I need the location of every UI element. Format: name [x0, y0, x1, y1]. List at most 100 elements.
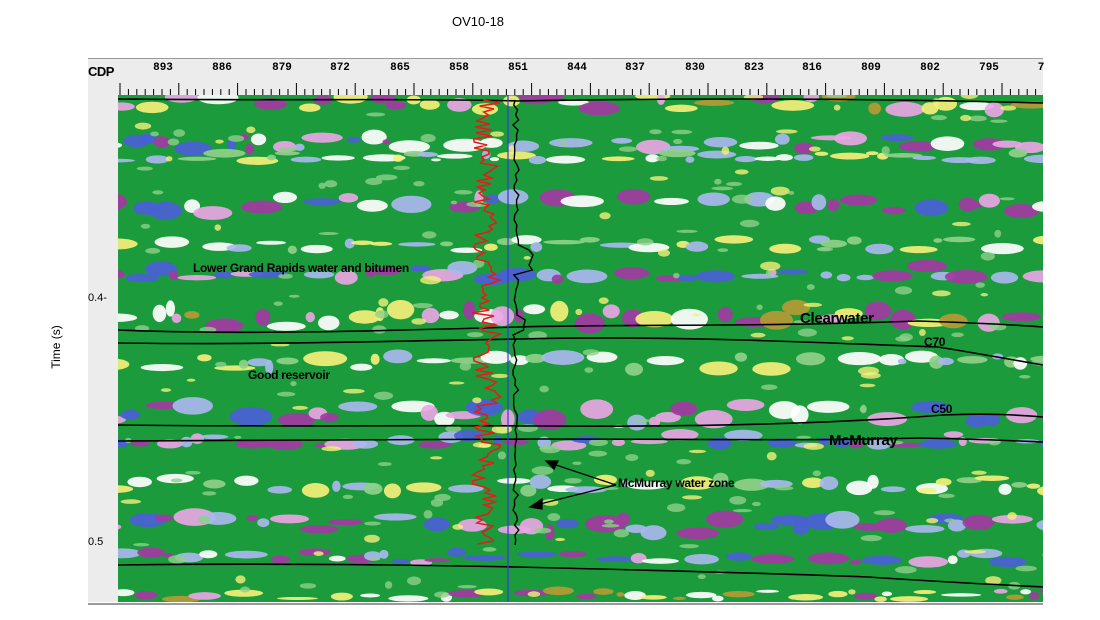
- amplitude-speckle: [430, 498, 444, 507]
- amplitude-speckle: [960, 114, 972, 122]
- amplitude-speckle: [215, 361, 227, 368]
- amplitude-blob: [267, 485, 293, 494]
- amplitude-blob: [672, 596, 686, 600]
- amplitude-blob: [247, 358, 271, 367]
- amplitude-speckle: [964, 549, 987, 554]
- seismic-amplitude-image: [118, 95, 1043, 602]
- amplitude-speckle: [688, 449, 707, 454]
- amplitude-blob: [118, 589, 135, 597]
- amplitude-blob: [627, 414, 647, 431]
- amplitude-blob: [154, 514, 174, 522]
- amplitude-blob: [795, 352, 826, 366]
- amplitude-blob: [992, 140, 1023, 148]
- amplitude-speckle: [825, 95, 848, 98]
- amplitude-blob: [565, 486, 607, 494]
- amplitude-blob: [836, 274, 851, 282]
- amplitude-blob: [299, 103, 321, 112]
- amplitude-blob: [834, 308, 863, 319]
- amplitude-speckle: [420, 275, 442, 285]
- amplitude-blob: [118, 102, 135, 111]
- amplitude-blob: [754, 156, 781, 161]
- amplitude-blob: [774, 133, 790, 145]
- amplitude-blob: [320, 412, 339, 423]
- amplitude-blob: [246, 514, 259, 522]
- amplitude-blob: [238, 359, 249, 369]
- amplitude-speckle: [894, 286, 913, 295]
- annotation-arrows: [528, 460, 617, 510]
- amplitude-speckle: [278, 147, 298, 152]
- amplitude-blob: [405, 482, 442, 493]
- amplitude-speckle: [833, 104, 841, 111]
- amplitude-speckle: [560, 140, 569, 147]
- time-axis-title: Time (s): [48, 325, 63, 369]
- amplitude-blob: [593, 588, 614, 595]
- amplitude-blob: [360, 593, 381, 598]
- amplitude-blob: [303, 198, 342, 206]
- amplitude-blob: [177, 275, 217, 281]
- amplitude-speckle: [729, 495, 747, 505]
- amplitude-blob: [1039, 588, 1043, 594]
- amplitude-blob: [197, 354, 212, 362]
- amplitude-blob: [865, 243, 894, 255]
- amplitude-blob: [930, 136, 965, 151]
- amplitude-speckle: [657, 249, 670, 257]
- amplitude-blob: [256, 240, 287, 245]
- amplitude-blob: [145, 261, 178, 277]
- amplitude-blob: [1001, 312, 1042, 322]
- amplitude-blob: [214, 271, 235, 279]
- amplitude-blob: [421, 307, 440, 324]
- amplitude-blob: [703, 137, 738, 148]
- amplitude-blob: [556, 518, 579, 529]
- cdp-tick-label: 809: [861, 62, 881, 74]
- amplitude-blob: [332, 480, 341, 492]
- amplitude-speckle: [841, 336, 854, 341]
- amplitude-blob: [154, 236, 190, 248]
- amplitude-blob: [661, 429, 699, 441]
- amplitude-blob: [726, 398, 765, 411]
- amplitude-blob: [424, 558, 451, 563]
- amplitude-blob: [713, 472, 729, 486]
- amplitude-blob: [388, 595, 429, 602]
- amplitude-blob: [677, 274, 699, 282]
- amplitude-blob: [733, 478, 770, 491]
- amplitude-speckle: [528, 331, 548, 340]
- amplitude-speckle: [228, 135, 245, 142]
- amplitude-blob: [807, 552, 850, 565]
- amplitude-blob: [646, 355, 685, 366]
- amplitude-speckle: [473, 258, 485, 268]
- amplitude-blob: [497, 478, 532, 484]
- amplitude-blob: [864, 301, 892, 320]
- amplitude-speckle: [572, 461, 582, 465]
- amplitude-speckle: [793, 320, 811, 324]
- amplitude-blob: [419, 99, 440, 110]
- amplitude-speckle: [975, 282, 985, 288]
- amplitude-blob: [193, 206, 233, 220]
- annotation-lower-grand-rapids: Lower Grand Rapids water and bitumen: [193, 261, 409, 275]
- amplitude-speckle: [134, 122, 152, 130]
- amplitude-blob: [937, 357, 954, 366]
- amplitude-blob: [616, 189, 651, 205]
- amplitude-blob: [431, 158, 441, 162]
- amplitude-blob: [346, 136, 361, 143]
- amplitude-blob: [148, 201, 183, 220]
- amplitude-speckle: [167, 138, 180, 146]
- amplitude-blob: [849, 440, 864, 449]
- amplitude-speckle: [760, 384, 778, 390]
- amplitude-blob: [611, 137, 633, 144]
- amplitude-speckle: [407, 576, 422, 586]
- amplitude-speckle: [598, 297, 609, 304]
- amplitude-speckle: [318, 182, 326, 189]
- amplitude-blob: [301, 483, 330, 498]
- amplitude-speckle: [412, 302, 433, 309]
- amplitude-speckle: [760, 261, 781, 271]
- amplitude-blob: [899, 141, 937, 152]
- amplitude-speckle: [215, 139, 224, 144]
- amplitude-blob: [550, 300, 569, 322]
- amplitude-speckle: [625, 454, 639, 461]
- amplitude-blob: [1032, 201, 1043, 212]
- amplitude-blob: [876, 518, 907, 533]
- amplitude-blob: [802, 477, 824, 489]
- cdp-tick-label: 7: [1037, 62, 1045, 74]
- horizon-clearwater-lower: [118, 337, 1043, 366]
- amplitude-blob: [965, 156, 996, 164]
